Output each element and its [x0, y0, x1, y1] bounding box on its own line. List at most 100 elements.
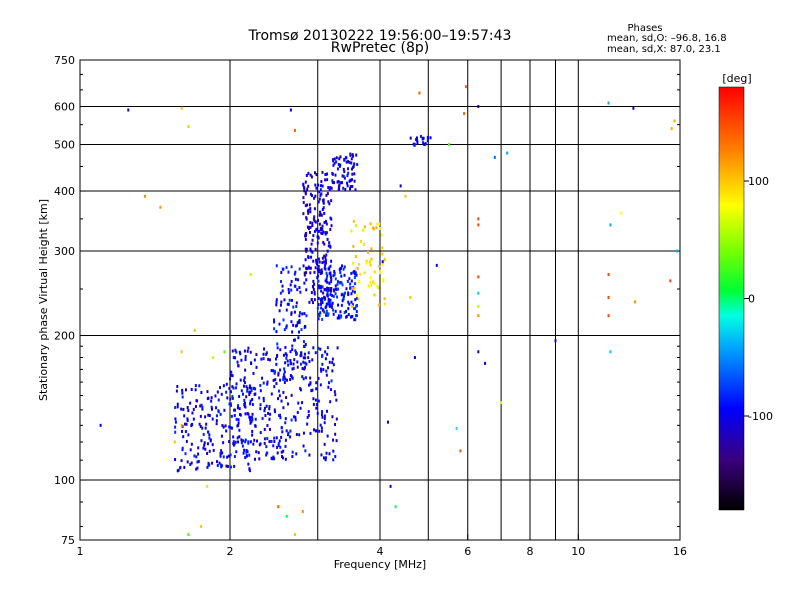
echo-point — [302, 196, 305, 200]
echo-point — [187, 433, 190, 437]
echo-point — [239, 352, 242, 356]
echo-point — [352, 244, 355, 248]
echo-point — [268, 427, 271, 431]
echo-point — [304, 180, 307, 184]
echo-point — [311, 238, 314, 242]
echo-point — [500, 401, 503, 405]
echo-point — [305, 362, 308, 366]
echo-point — [308, 383, 311, 387]
echo-point — [205, 422, 208, 426]
echo-point — [305, 278, 308, 282]
echo-point — [208, 414, 211, 418]
echo-point — [320, 426, 323, 430]
echo-point — [308, 359, 311, 363]
echo-point — [341, 283, 344, 287]
echo-point — [455, 427, 458, 431]
echo-point — [338, 316, 341, 320]
grid-lines — [80, 60, 680, 540]
echo-point — [287, 288, 290, 292]
echo-point — [298, 330, 301, 334]
echo-point — [315, 172, 318, 176]
echo-point — [379, 271, 382, 275]
echo-point — [320, 231, 323, 235]
echo-point — [323, 421, 326, 425]
echo-point — [330, 275, 333, 279]
echo-point — [259, 383, 262, 387]
echo-point — [320, 268, 323, 272]
echo-point — [353, 172, 356, 176]
echo-point — [373, 281, 376, 285]
echo-point — [477, 217, 480, 221]
echo-point — [177, 468, 180, 472]
echo-point — [477, 314, 480, 318]
echo-point — [347, 300, 350, 304]
echo-point — [278, 309, 281, 313]
echo-point — [319, 383, 322, 387]
echo-point — [245, 385, 248, 389]
echo-point — [324, 296, 327, 300]
echo-point — [258, 396, 261, 400]
echo-point — [244, 358, 247, 362]
echo-point — [332, 438, 335, 442]
echo-point — [335, 160, 338, 164]
y-tick-label: 750 — [54, 54, 75, 67]
echo-point — [319, 311, 322, 315]
echo-point — [632, 106, 635, 110]
echo-point — [321, 362, 324, 366]
echo-point — [200, 525, 203, 529]
echo-point — [256, 439, 259, 443]
echo-point — [351, 287, 354, 291]
echo-point — [242, 378, 245, 382]
echo-point — [330, 278, 333, 282]
echo-point — [290, 288, 293, 292]
echo-point — [322, 291, 325, 295]
echo-point — [337, 287, 340, 291]
echo-point — [292, 366, 295, 370]
echo-point — [326, 192, 329, 196]
echo-point — [316, 411, 319, 415]
echo-point — [282, 390, 285, 394]
echo-point — [304, 191, 307, 195]
echo-point — [409, 136, 412, 140]
echo-point — [287, 302, 290, 306]
echo-point — [343, 176, 346, 180]
echo-point — [634, 300, 637, 304]
echo-point — [317, 346, 320, 350]
echo-point — [289, 350, 292, 354]
echo-point — [201, 426, 204, 430]
echo-point — [297, 278, 300, 282]
echo-point — [316, 403, 319, 407]
echo-point — [215, 419, 218, 423]
echo-point — [274, 410, 277, 414]
echo-point — [332, 163, 335, 167]
echo-point — [252, 442, 255, 446]
echo-point — [314, 183, 317, 187]
echo-point — [284, 444, 287, 448]
echo-point — [309, 207, 312, 211]
echo-point — [477, 350, 480, 354]
echo-point — [286, 378, 289, 382]
echo-point — [358, 280, 361, 284]
echo-point — [342, 167, 345, 171]
echo-point — [362, 228, 365, 232]
echo-point — [326, 294, 329, 298]
echo-point — [299, 388, 302, 392]
echo-point — [307, 410, 310, 414]
echo-point — [259, 431, 262, 435]
echo-point — [269, 412, 272, 416]
echo-point — [289, 108, 292, 112]
x-tick-label: 16 — [673, 545, 687, 558]
echo-point — [329, 289, 332, 293]
echo-point — [319, 423, 322, 427]
echo-point — [289, 358, 292, 362]
echo-point — [258, 457, 261, 461]
echo-point — [320, 227, 323, 231]
echo-point — [313, 270, 316, 274]
echo-point — [275, 300, 278, 304]
echo-point — [321, 224, 324, 228]
echo-point — [351, 153, 354, 157]
echo-point — [325, 369, 328, 373]
echo-point — [447, 143, 450, 147]
echo-point — [332, 312, 335, 316]
echo-point — [180, 423, 183, 427]
